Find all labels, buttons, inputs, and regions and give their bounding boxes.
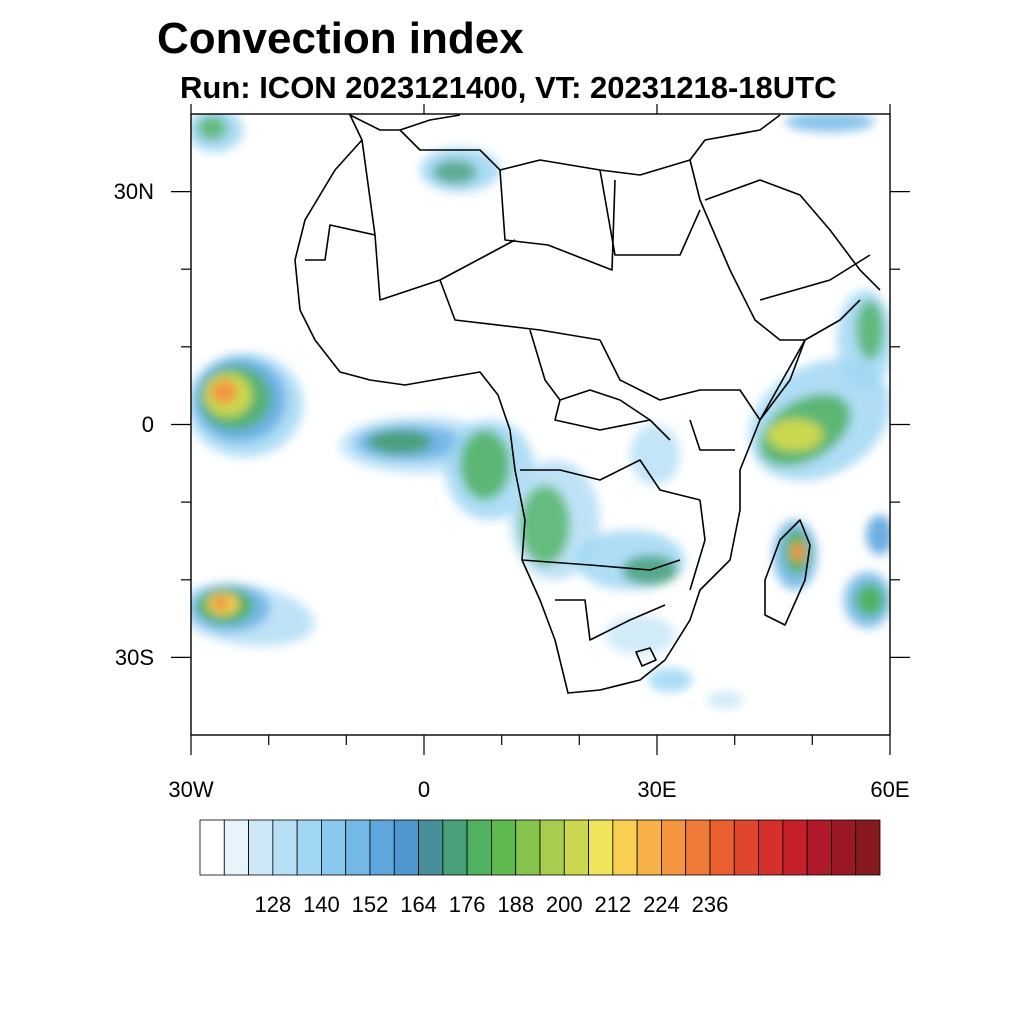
colorbar-box <box>612 819 638 876</box>
colorbar-label: 140 <box>303 892 340 917</box>
colorbar-box <box>223 819 249 876</box>
convection-shading <box>191 114 890 708</box>
colorbar <box>199 819 881 876</box>
x-tick-label-30w: 30W <box>168 777 213 802</box>
colorbar-label: 188 <box>497 892 534 917</box>
colorbar-label: 212 <box>594 892 631 917</box>
colorbar-box <box>466 819 492 876</box>
colorbar-box <box>418 819 444 876</box>
colorbar-label: 224 <box>643 892 680 917</box>
colorbar-box <box>831 819 857 876</box>
axis-ticks <box>171 104 910 755</box>
colorbar-box <box>685 819 711 876</box>
colorbar-label: 164 <box>400 892 437 917</box>
colorbar-box <box>636 819 662 876</box>
colorbar-box <box>296 819 322 876</box>
colorbar-box <box>272 819 298 876</box>
colorbar-box <box>321 819 347 876</box>
colorbar-box <box>248 819 274 876</box>
colorbar-box <box>661 819 687 876</box>
colorbar-box <box>806 819 832 876</box>
colorbar-box <box>709 819 735 876</box>
colorbar-box <box>442 819 468 876</box>
x-tick-label-30e: 30E <box>637 777 676 802</box>
x-tick-label-0: 0 <box>418 777 430 802</box>
chart-subtitle: Run: ICON 2023121400, VT: 20231218-18UTC <box>180 70 837 105</box>
colorbar-box <box>491 819 517 876</box>
colorbar-box <box>539 819 565 876</box>
colorbar-box <box>733 819 759 876</box>
chart-title: Convection index <box>157 14 524 63</box>
colorbar-box <box>515 819 541 876</box>
colorbar-labels: 128 140 152 164 176 188 200 212 224 236 <box>254 892 728 917</box>
colorbar-box <box>369 819 395 876</box>
colorbar-box <box>782 819 808 876</box>
colorbar-label: 236 <box>692 892 729 917</box>
y-tick-label-30s: 30S <box>115 645 154 670</box>
y-tick-label-30n: 30N <box>114 179 154 204</box>
y-tick-label-0: 0 <box>142 412 154 437</box>
colorbar-box <box>393 819 419 876</box>
colorbar-box <box>758 819 784 876</box>
colorbar-label: 176 <box>449 892 486 917</box>
colorbar-label: 128 <box>254 892 291 917</box>
coastlines-and-borders <box>294 114 881 694</box>
colorbar-box <box>855 819 881 876</box>
colorbar-label: 152 <box>352 892 389 917</box>
x-tick-label-60e: 60E <box>870 777 909 802</box>
colorbar-box <box>588 819 614 876</box>
colorbar-box <box>345 819 371 876</box>
colorbar-box <box>563 819 589 876</box>
colorbar-label: 200 <box>546 892 583 917</box>
colorbar-box <box>199 819 225 876</box>
